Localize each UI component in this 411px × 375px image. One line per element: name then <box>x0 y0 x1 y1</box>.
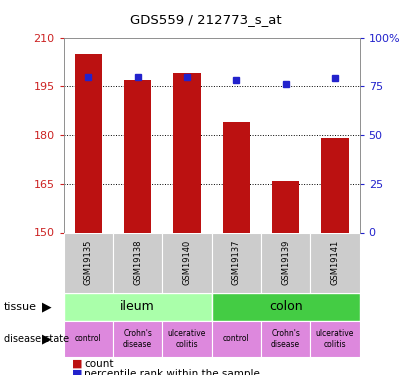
Text: GSM19141: GSM19141 <box>330 240 339 285</box>
Text: Crohn's
disease: Crohn's disease <box>123 329 152 348</box>
Text: GSM19135: GSM19135 <box>84 240 93 285</box>
Text: Crohn's
disease: Crohn's disease <box>271 329 300 348</box>
Bar <box>261 321 310 357</box>
Bar <box>272 180 299 232</box>
Text: ■: ■ <box>72 359 83 369</box>
Bar <box>212 232 261 292</box>
Bar <box>124 80 151 232</box>
Bar <box>223 122 250 232</box>
Text: ■: ■ <box>72 369 83 375</box>
Bar <box>64 321 113 357</box>
Bar <box>173 73 201 232</box>
Text: GSM19140: GSM19140 <box>182 240 192 285</box>
Text: ulcerative
colitis: ulcerative colitis <box>316 329 354 348</box>
Text: ▶: ▶ <box>42 300 52 313</box>
Bar <box>162 321 212 357</box>
Bar <box>310 232 360 292</box>
Text: ileum: ileum <box>120 300 155 313</box>
Text: GSM19137: GSM19137 <box>232 240 241 285</box>
Bar <box>113 321 162 357</box>
Bar <box>64 232 113 292</box>
Text: GSM19138: GSM19138 <box>133 240 142 285</box>
Text: percentile rank within the sample: percentile rank within the sample <box>84 369 260 375</box>
Text: GSM19139: GSM19139 <box>281 240 290 285</box>
Text: disease state: disease state <box>4 334 69 344</box>
Text: control: control <box>223 334 250 344</box>
Text: GDS559 / 212773_s_at: GDS559 / 212773_s_at <box>130 13 281 26</box>
Text: control: control <box>75 334 102 344</box>
Bar <box>321 138 349 232</box>
Bar <box>75 54 102 232</box>
Text: tissue: tissue <box>4 302 37 312</box>
Bar <box>261 232 310 292</box>
Bar <box>113 232 162 292</box>
Bar <box>310 321 360 357</box>
Text: colon: colon <box>269 300 302 313</box>
Text: ulcerative
colitis: ulcerative colitis <box>168 329 206 348</box>
Bar <box>64 292 212 321</box>
Bar <box>212 292 360 321</box>
Bar <box>212 321 261 357</box>
Text: count: count <box>84 359 114 369</box>
Bar <box>162 232 212 292</box>
Text: ▶: ▶ <box>42 332 52 345</box>
